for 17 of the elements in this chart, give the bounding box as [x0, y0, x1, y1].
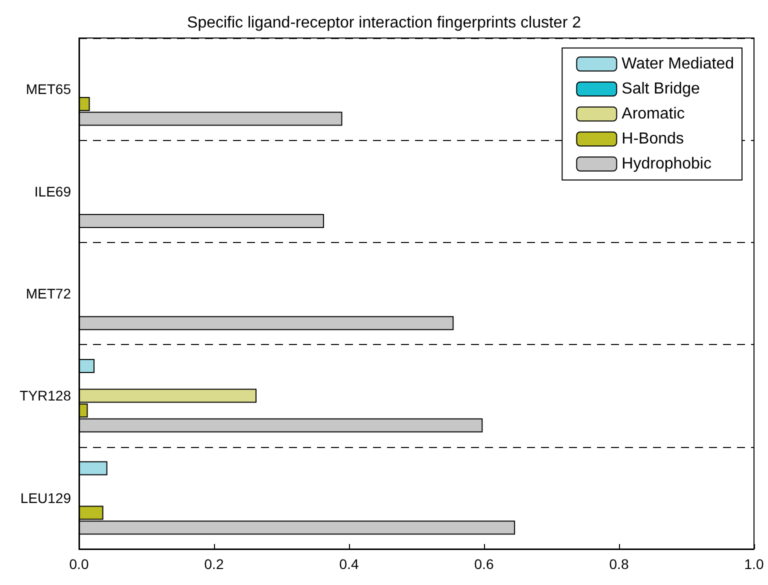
legend-label: Aromatic	[622, 106, 685, 122]
x-tick-label: 0.4	[339, 556, 359, 572]
y-tick-label: ILE69	[34, 183, 72, 200]
y-tick-label: LEU129	[20, 490, 72, 506]
legend-label: Salt Bridge	[622, 80, 700, 98]
y-tick-label: MET72	[26, 286, 72, 302]
legend-label: H-Bonds	[622, 130, 684, 148]
y-tick-label: TYR128	[20, 388, 72, 404]
legend-label: Hydrophobic	[622, 156, 712, 172]
x-tick-label: 0.2	[204, 556, 224, 572]
legend-label: Water Mediated	[622, 56, 734, 72]
x-tick-label: 0.8	[609, 556, 629, 572]
x-tick-label: 0.6	[474, 556, 494, 572]
x-tick-label: 1.0	[744, 556, 764, 572]
y-tick-label: MET65	[26, 81, 72, 98]
x-tick-label: 0.0	[69, 556, 89, 572]
chart-title: Specific ligand-receptor interaction fingerprints cluster 2	[187, 14, 582, 32]
